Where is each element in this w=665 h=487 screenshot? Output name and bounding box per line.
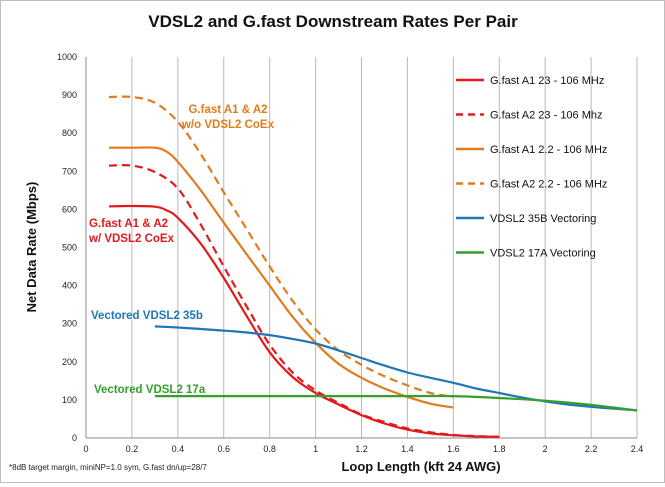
x-tick-label: 0.2 <box>126 444 139 454</box>
annotation-gfast-no-coex-line: w/o VDSL2 CoEx <box>181 119 275 131</box>
y-tick-label: 0 <box>72 433 77 443</box>
legend-label: G.fast A1 2.2 - 106 MHz <box>490 144 607 156</box>
y-tick-label: 1000 <box>57 52 77 62</box>
legend-label: G.fast A2 23 - 106 Mhz <box>490 110 603 122</box>
legend-label: VDSL2 17A Vectoring <box>490 248 596 260</box>
y-tick-label: 300 <box>62 319 77 329</box>
annotation-gfast-no-coex-line: G.fast A1 & A2 <box>188 104 267 116</box>
series-line-gfast-a2-23 <box>108 164 500 438</box>
y-tick-label: 800 <box>62 128 77 138</box>
x-tick-label: 1 <box>313 444 318 454</box>
legend-label: G.fast A2 2.2 - 106 MHz <box>490 179 607 191</box>
y-tick-label: 200 <box>62 357 77 367</box>
series-line-gfast-a1-2-2 <box>109 146 454 409</box>
y-tick-label: 700 <box>62 166 77 176</box>
x-tick-label: 0 <box>83 444 88 454</box>
series-line-gfast-a2-2-2 <box>108 95 454 398</box>
plot-area: 0 100 200 300 400 500 600 700 800 900 1000 0 0.2 0.4 0… <box>57 52 643 454</box>
x-tick-label: 1.4 <box>401 444 414 454</box>
x-tick-label: 2.2 <box>585 444 598 454</box>
x-tick-label: 0.8 <box>263 444 276 454</box>
y-tick-label: 900 <box>62 90 77 100</box>
x-tick-label: 2.4 <box>631 444 644 454</box>
y-tick-label: 600 <box>62 204 77 214</box>
x-tick-label: 0.6 <box>217 444 230 454</box>
x-tick-label: 2 <box>543 444 548 454</box>
series-line-vdsl2-17a <box>154 394 638 412</box>
y-tick-label: 400 <box>62 281 77 291</box>
x-axis-title: Loop Length (kft 24 AWG) <box>341 459 500 474</box>
x-tick-label: 1.8 <box>493 444 506 454</box>
x-tick-label: 1.6 <box>447 444 460 454</box>
x-tick-label: 0.4 <box>172 444 185 454</box>
chart-title: VDSL2 and G.fast Downstream Rates Per Pa… <box>148 12 518 31</box>
annotations: G.fast A1 & A2 w/o VDSL2 CoEx G.fast A1 & … <box>88 104 275 396</box>
annotation-vdsl2-35b-line: Vectored VDSL2 35b <box>91 310 203 322</box>
y-tick-label: 500 <box>62 243 77 253</box>
legend: G.fast A1 23 - 106 MHz G.fast A2 23 - 106… <box>456 75 607 260</box>
series-line-vdsl2-35b <box>154 325 638 412</box>
legend-label: VDSL2 35B Vectoring <box>490 213 596 225</box>
y-axis-title: Net Data Rate (Mbps) <box>24 182 39 313</box>
x-tick-label: 1.2 <box>355 444 368 454</box>
annotation-gfast-coex-line: w/ VDSL2 CoEx <box>88 233 175 245</box>
annotation-gfast-coex-line: G.fast A1 & A2 <box>89 218 168 230</box>
legend-label: G.fast A1 23 - 106 MHz <box>490 75 604 87</box>
footnote: *8dB target margin, miniNP=1.0 sym, G.fa… <box>9 463 207 472</box>
y-tick-label: 100 <box>62 395 77 405</box>
annotation-vdsl2-17a-line: Vectored VDSL2 17a <box>94 384 206 396</box>
